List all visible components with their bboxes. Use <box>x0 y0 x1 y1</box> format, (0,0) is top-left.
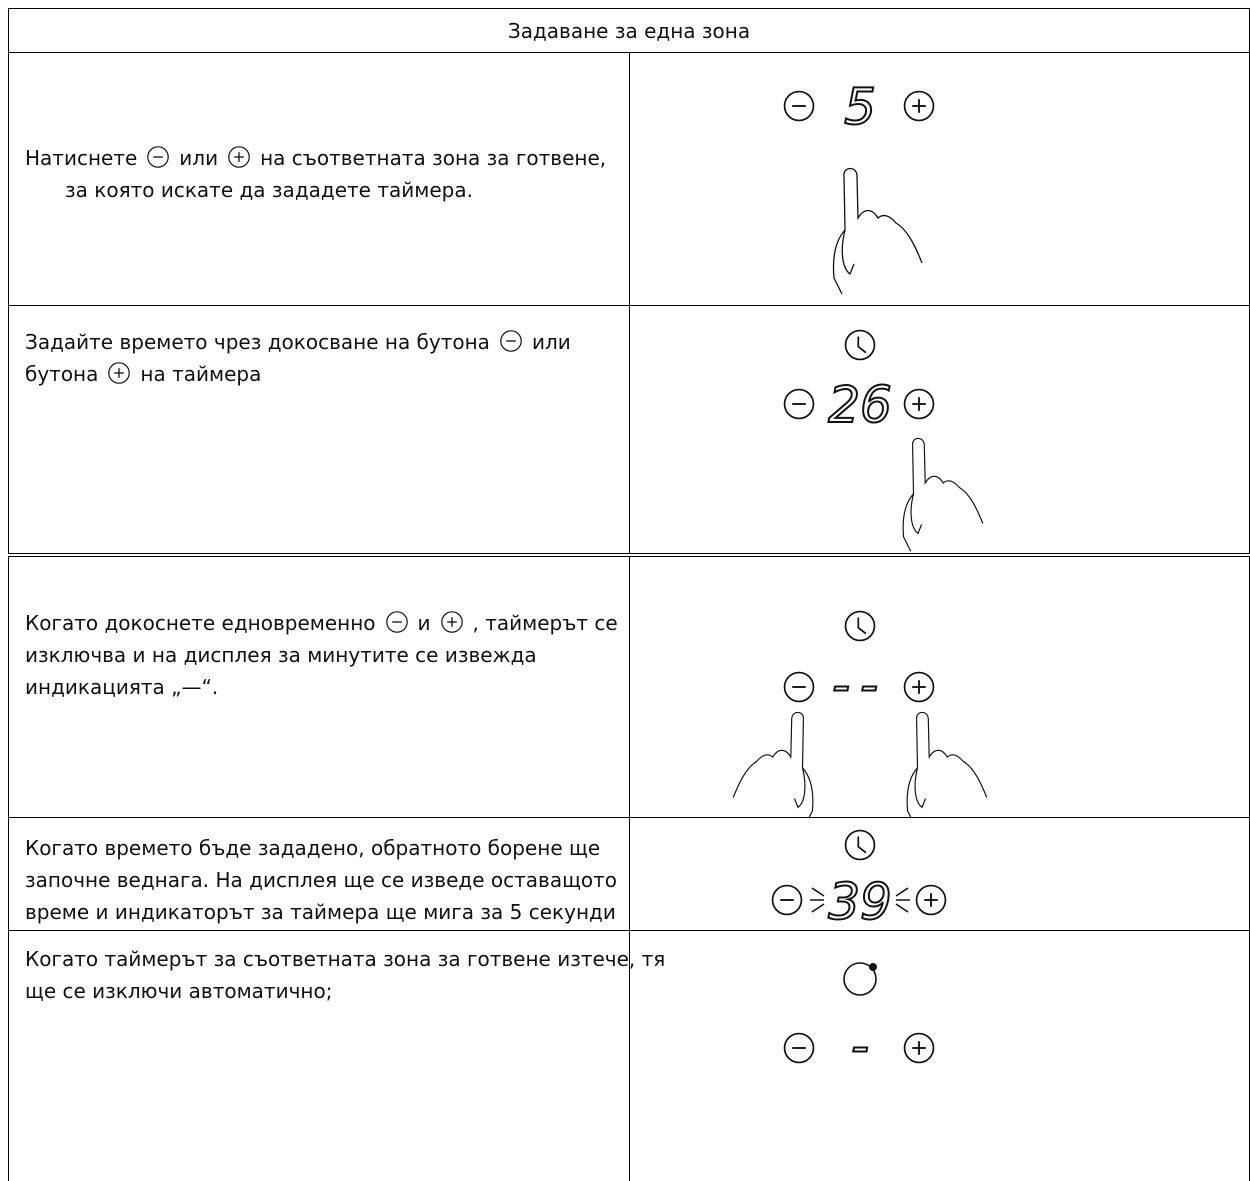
text: Когато времето бъде зададено, обратното … <box>25 836 601 860</box>
plus-icon <box>228 146 250 168</box>
minus-icon <box>147 146 170 168</box>
illustration: 5 <box>628 52 1250 306</box>
text-line: време и индикаторът за таймера ще мига з… <box>25 896 629 928</box>
text-line: индикацията „—“. <box>25 671 629 703</box>
display-digits: 26 <box>828 376 892 434</box>
display-digits: 39 <box>828 873 892 930</box>
text: или <box>531 330 571 354</box>
illustration: -- <box>628 554 1250 818</box>
text: ще се изключи автоматично; <box>25 979 333 1003</box>
display-digits: 5 <box>844 78 876 136</box>
text: изключва и на дисплея за минутите се изв… <box>25 643 537 667</box>
display-digits: - <box>850 1017 868 1075</box>
instruction: Задайте времето чрез докосване на бутона… <box>8 305 630 556</box>
text: на таймера <box>140 362 262 386</box>
panel-illustration: -- <box>732 610 987 817</box>
text: или <box>179 146 219 170</box>
text: индикацията „—“. <box>25 675 219 699</box>
instruction: Когато докоснете едновременно и , таймерът… <box>8 554 630 818</box>
display-digits: -- <box>831 656 887 714</box>
instruction: Когато таймерът за съответната зона за г… <box>8 930 665 1181</box>
text-line: Натиснете или на съответната зона за готве… <box>25 142 629 174</box>
text: на съответната зона за готвене, <box>260 146 607 170</box>
minus-icon <box>385 611 408 633</box>
text-line: ще се изключи автоматично; <box>25 975 629 1007</box>
text: Когато таймерът за съответната зона за г… <box>25 947 666 971</box>
plus-icon <box>440 611 463 633</box>
text: Натиснете <box>25 146 138 170</box>
text: време и индикаторът за таймера ще мига з… <box>25 900 616 924</box>
text: Задайте времето чрез докосване на бутона <box>25 330 490 354</box>
settings-table: Задаване за една зона Натиснете или на съо… <box>8 8 1250 1181</box>
text-line: изключва и на дисплея за минутите се изв… <box>25 639 629 671</box>
text-line: започне веднага. На дисплея ще се изведе… <box>25 864 629 896</box>
text-line: бутона на таймера <box>25 358 629 390</box>
minus-icon <box>500 330 522 352</box>
panel-illustration: 26 <box>783 329 983 552</box>
text: , таймерът се <box>472 611 618 635</box>
text: започне веднага. На дисплея ще се изведе… <box>25 868 618 892</box>
text: бутона <box>25 362 99 386</box>
plus-icon <box>108 362 131 384</box>
table-title: Задаване за една зона <box>8 8 1250 53</box>
text: за която искате да зададете таймера. <box>65 178 473 202</box>
panel-illustration: 39 <box>771 829 946 930</box>
text: Когато докоснете едновременно <box>25 611 376 635</box>
panel-illustration: - <box>783 962 934 1076</box>
text-line: Когато докоснете едновременно и , таймерът… <box>25 607 629 639</box>
instruction: Когато времето бъде зададено, обратното … <box>8 817 630 931</box>
text-line: Когато таймерът за съответната зона за г… <box>25 943 665 975</box>
illustration: 26 <box>628 305 1250 556</box>
illustration: - <box>628 930 1250 1181</box>
instruction: Натиснете или на съответната зона за готве… <box>8 52 630 306</box>
panel-illustration: 5 <box>783 77 934 295</box>
text: и <box>417 611 431 635</box>
text-line: Задайте времето чрез докосване на бутона… <box>25 326 629 358</box>
illustration: 39 <box>628 817 1250 931</box>
text-line: Когато времето бъде зададено, обратното … <box>25 832 629 864</box>
text-line: за която искате да зададете таймера. <box>25 174 629 206</box>
